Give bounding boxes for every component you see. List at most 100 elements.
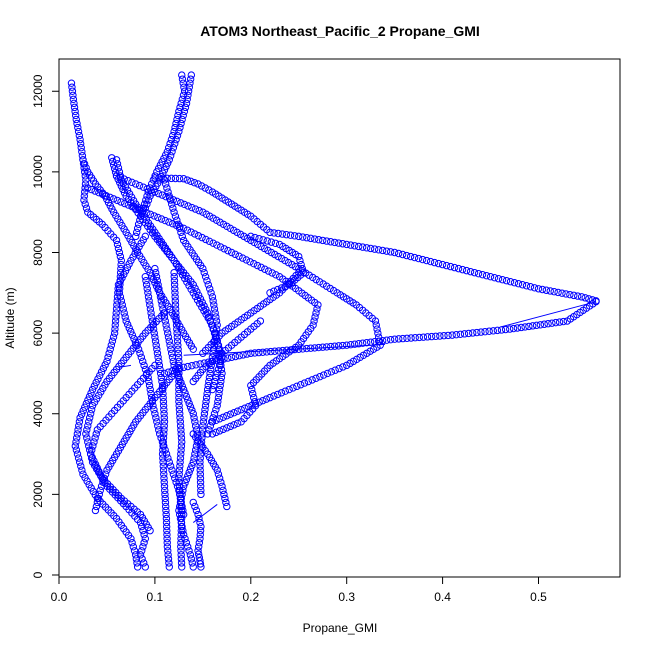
profile-series xyxy=(79,156,188,519)
data-point xyxy=(134,220,143,228)
data-point xyxy=(177,99,185,108)
data-point xyxy=(436,332,444,340)
data-point xyxy=(128,178,136,187)
data-point xyxy=(192,361,200,369)
data-point xyxy=(171,301,180,309)
data-point xyxy=(473,328,481,337)
data-point xyxy=(186,403,195,411)
data-point xyxy=(490,273,499,282)
data-point xyxy=(150,212,158,220)
data-point xyxy=(82,430,90,438)
data-point xyxy=(211,333,220,341)
data-point xyxy=(81,172,89,180)
data-point xyxy=(177,551,185,559)
data-point xyxy=(79,407,87,415)
data-point xyxy=(91,434,99,442)
data-point xyxy=(203,389,211,398)
data-point xyxy=(581,294,589,302)
profile-series xyxy=(86,361,159,535)
data-point xyxy=(534,285,543,293)
data-point xyxy=(144,196,153,204)
data-point xyxy=(307,344,315,352)
data-point xyxy=(182,99,191,108)
data-point xyxy=(402,251,411,260)
data-point xyxy=(183,95,191,104)
x-tick-label: 0.1 xyxy=(147,590,164,604)
data-point xyxy=(395,335,403,343)
data-point xyxy=(161,446,169,454)
data-point xyxy=(146,526,154,535)
data-point xyxy=(215,389,223,398)
data-point xyxy=(327,368,336,376)
data-point xyxy=(169,357,177,366)
data-point xyxy=(95,188,103,197)
data-point xyxy=(247,349,255,357)
data-point xyxy=(171,474,179,482)
data-point xyxy=(179,91,188,99)
data-point xyxy=(275,347,283,355)
data-point xyxy=(342,341,351,349)
data-point xyxy=(173,115,181,124)
data-point xyxy=(167,200,176,208)
data-point xyxy=(177,555,186,563)
data-point xyxy=(203,385,212,394)
data-point xyxy=(398,250,407,259)
data-point xyxy=(173,216,181,224)
data-point xyxy=(174,341,182,349)
data-point xyxy=(175,357,183,366)
data-point xyxy=(180,83,188,91)
data-point xyxy=(218,482,226,490)
data-point xyxy=(184,202,192,210)
data-point xyxy=(76,414,84,422)
data-point xyxy=(93,498,102,507)
data-point xyxy=(160,474,168,482)
data-point xyxy=(311,313,319,321)
data-point xyxy=(159,397,168,406)
data-point xyxy=(155,426,163,434)
data-point xyxy=(159,169,167,177)
data-point xyxy=(72,115,80,124)
data-point xyxy=(422,256,431,265)
data-point xyxy=(162,162,170,171)
data-point xyxy=(95,490,103,499)
data-point xyxy=(272,271,280,279)
data-point xyxy=(160,422,168,430)
data-point xyxy=(196,530,204,539)
data-point xyxy=(70,99,78,108)
data-point xyxy=(327,342,335,351)
data-point xyxy=(160,430,168,438)
data-point xyxy=(182,392,191,401)
data-point xyxy=(173,325,181,333)
data-point xyxy=(215,474,224,482)
data-point xyxy=(105,349,113,357)
data-point xyxy=(177,430,185,438)
data-point xyxy=(123,320,132,329)
data-point xyxy=(173,329,181,337)
data-point xyxy=(214,393,223,402)
y-tick-label: 10000 xyxy=(31,155,45,189)
data-point xyxy=(550,288,558,296)
data-point xyxy=(179,385,188,394)
data-point xyxy=(161,490,169,499)
data-point xyxy=(75,422,83,430)
data-point xyxy=(197,490,205,499)
data-point xyxy=(513,324,522,332)
data-point xyxy=(544,320,552,328)
data-point xyxy=(247,381,255,390)
data-point xyxy=(205,186,213,194)
data-point xyxy=(106,193,114,201)
data-point xyxy=(151,337,160,345)
data-point xyxy=(563,317,571,325)
data-point xyxy=(115,248,124,257)
data-point xyxy=(212,406,220,414)
data-point xyxy=(191,450,199,458)
data-point xyxy=(164,555,173,563)
data-point xyxy=(175,224,184,233)
data-point xyxy=(177,518,185,527)
data-point xyxy=(189,410,197,418)
data-point xyxy=(366,338,375,346)
data-point xyxy=(184,91,192,99)
data-point xyxy=(171,285,179,293)
data-point xyxy=(220,245,228,253)
data-point xyxy=(75,131,84,140)
